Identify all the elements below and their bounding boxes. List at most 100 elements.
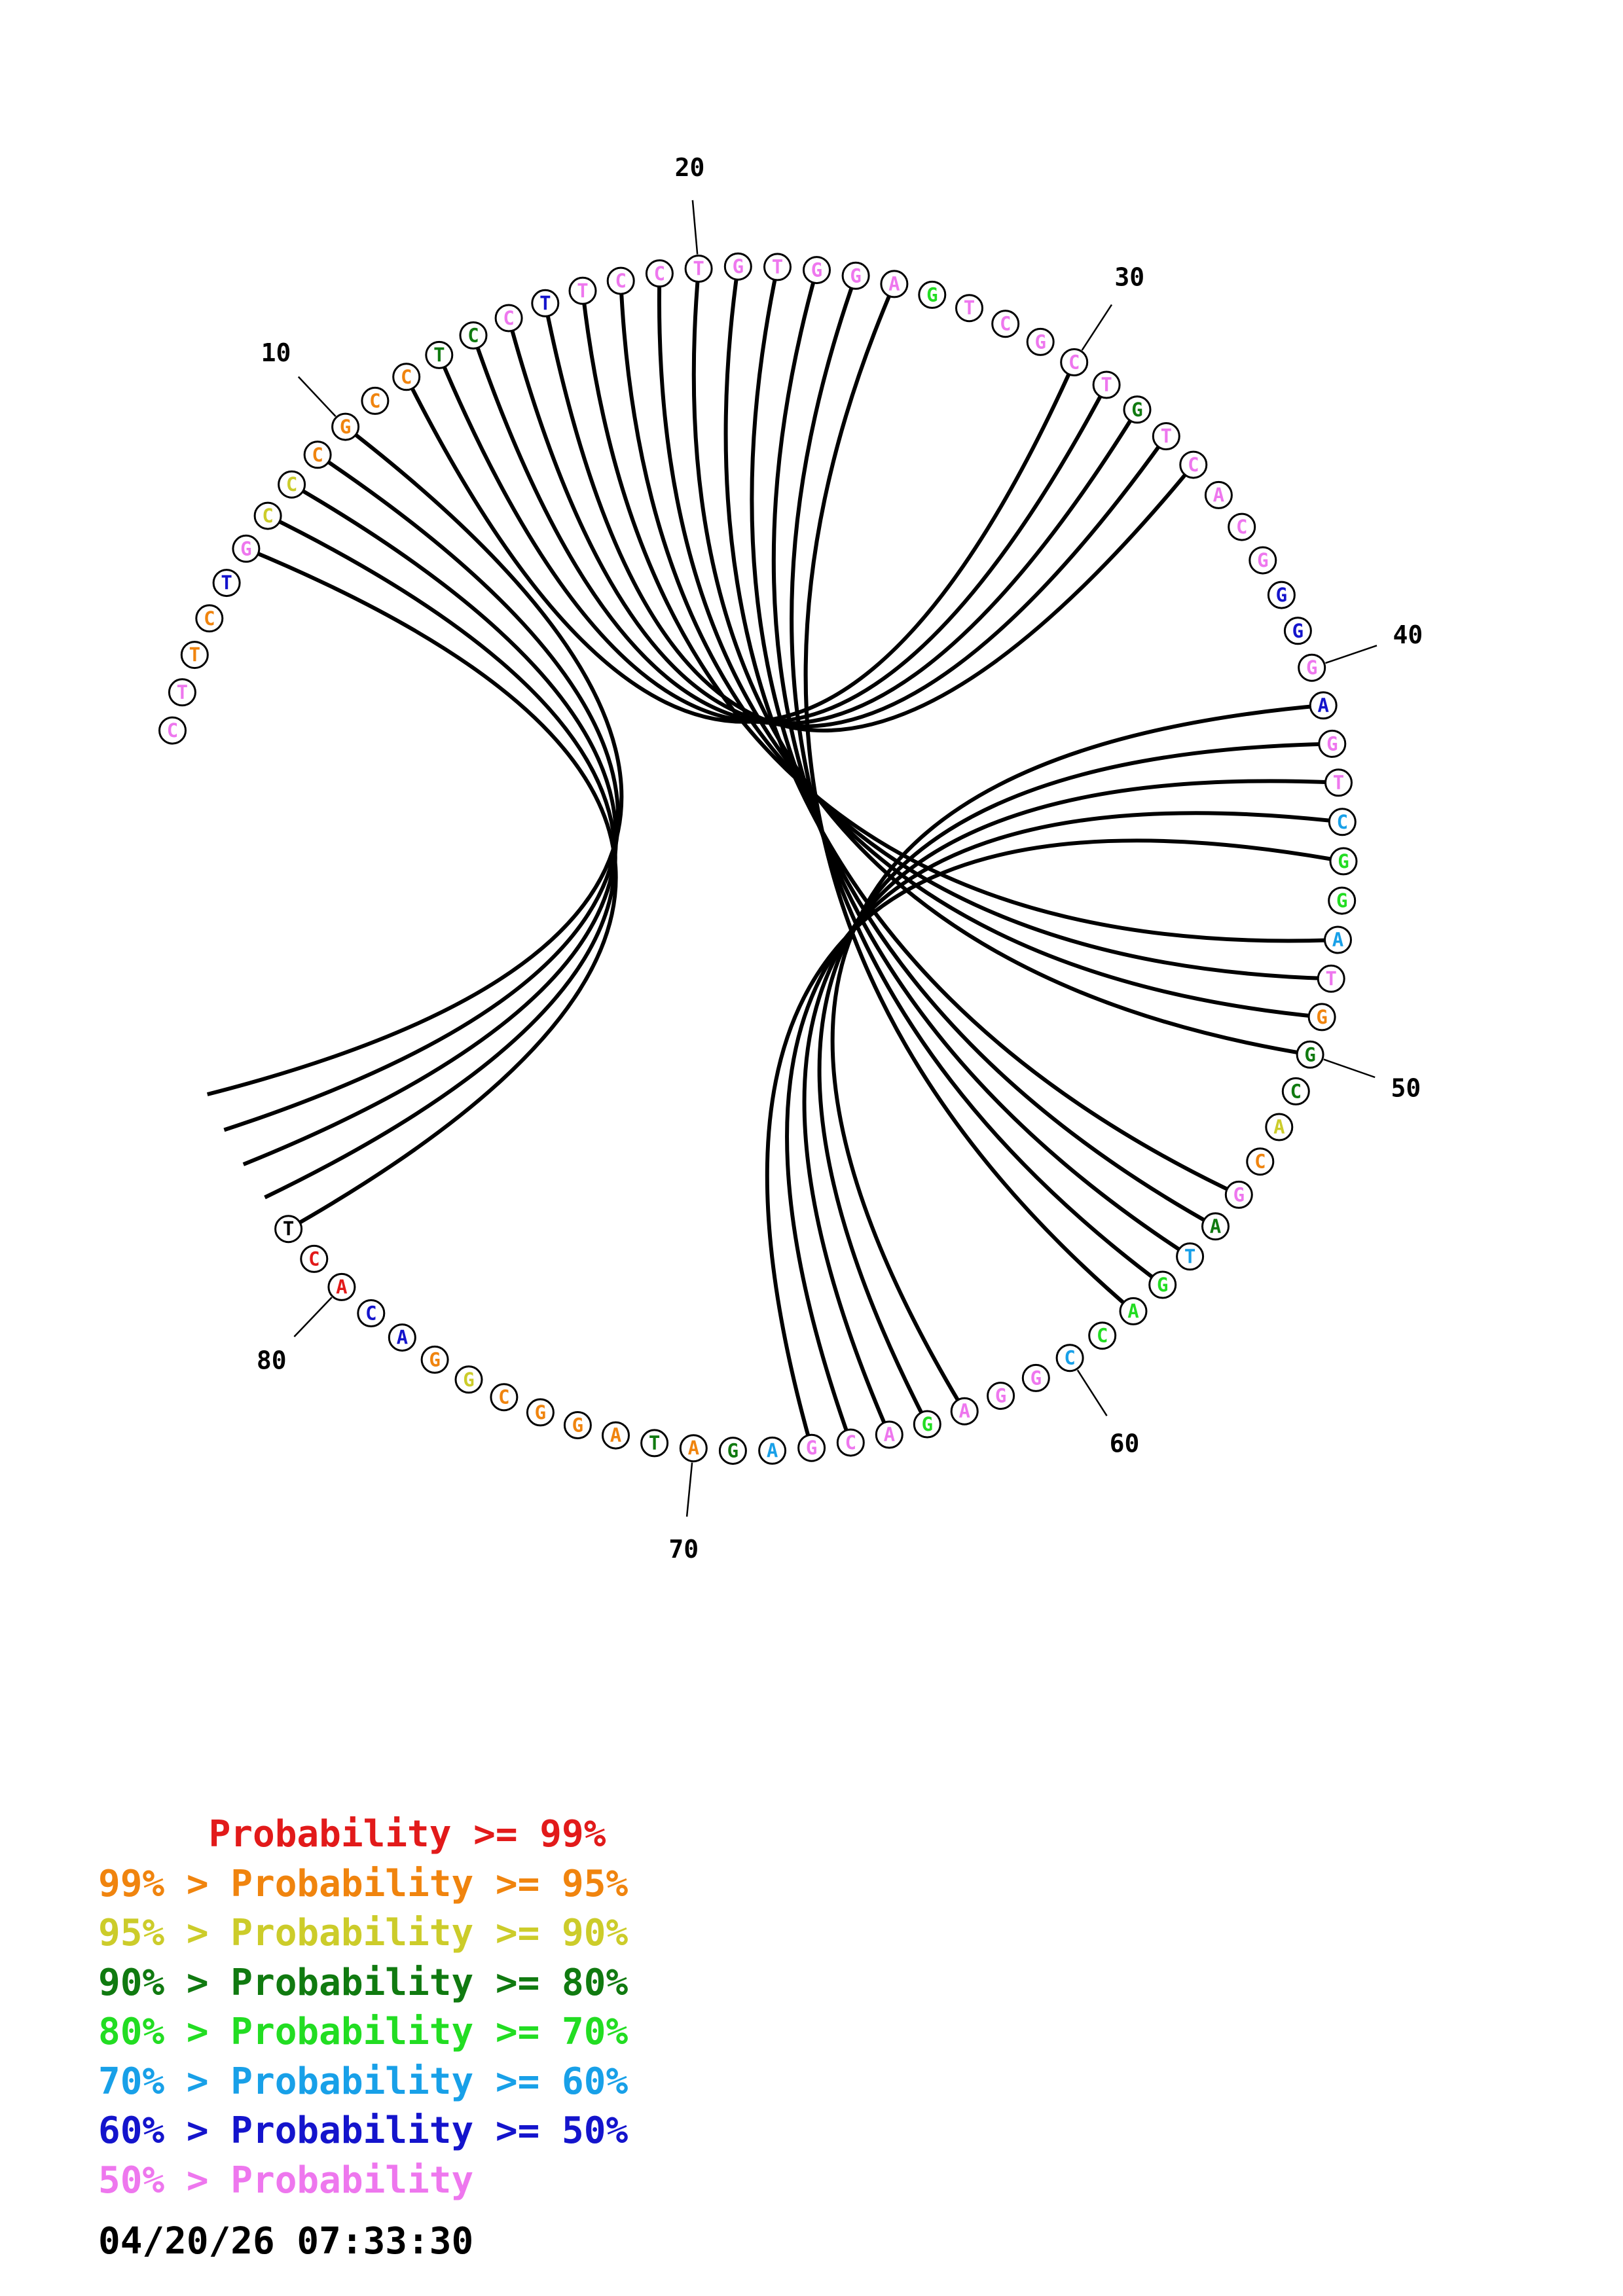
svg-text:A: A <box>884 1424 895 1446</box>
svg-text:C: C <box>262 505 273 527</box>
nucleotide-65: A <box>875 1420 903 1449</box>
timestamp: 04/20/26 07:33:30 <box>98 2220 474 2263</box>
nucleotide-27: T <box>955 294 983 323</box>
svg-text:C: C <box>1188 454 1199 476</box>
legend-line-3: 95% > Probability >= 90% <box>98 1912 629 1954</box>
nucleotide-50: G <box>1296 1040 1324 1069</box>
svg-text:G: G <box>1316 1006 1327 1028</box>
base-pair-arc-5 <box>206 425 624 1096</box>
nucleotide-42: G <box>1318 729 1347 758</box>
svg-text:C: C <box>498 1386 509 1408</box>
svg-text:C: C <box>1290 1080 1302 1102</box>
svg-text:G: G <box>1276 584 1287 606</box>
svg-text:G: G <box>922 1413 933 1435</box>
svg-text:C: C <box>615 270 626 292</box>
svg-text:G: G <box>1131 399 1142 421</box>
svg-text:G: G <box>535 1401 546 1424</box>
svg-text:G: G <box>1336 889 1347 912</box>
nucleotide-23: G <box>803 256 831 285</box>
nucleotide-81: C <box>300 1244 329 1273</box>
position-label-40: 40 <box>1393 620 1423 649</box>
svg-text:G: G <box>811 259 822 281</box>
svg-text:T: T <box>221 572 232 594</box>
nucleotide-68: A <box>758 1436 787 1465</box>
nucleotide-3: T <box>180 641 209 670</box>
nucleotide-29: G <box>1026 327 1055 356</box>
svg-text:C: C <box>365 1302 376 1325</box>
nucleotide-57: G <box>1148 1270 1177 1299</box>
nucleotide-11: C <box>361 386 390 415</box>
nucleotide-18: C <box>606 266 635 295</box>
svg-text:T: T <box>433 344 445 366</box>
legend-line-6: 70% > Probability >= 60% <box>98 2060 629 2103</box>
nucleotide-76: G <box>454 1365 483 1394</box>
nucleotide-66: C <box>836 1428 865 1457</box>
nucleotide-16: T <box>531 289 560 317</box>
nucleotide-36: C <box>1228 512 1256 541</box>
base-pair-arc-1 <box>245 547 618 1231</box>
nucleotide-14: C <box>459 321 488 350</box>
svg-text:C: C <box>467 325 479 347</box>
svg-text:C: C <box>286 473 297 495</box>
svg-text:C: C <box>845 1431 856 1454</box>
nucleotide-30: C <box>1060 348 1089 376</box>
svg-text:T: T <box>1184 1246 1195 1268</box>
nucleotide-44: C <box>1328 808 1357 836</box>
legend-line-4: 90% > Probability >= 80% <box>98 1961 629 2004</box>
position-label-60: 60 <box>1110 1429 1140 1458</box>
svg-text:C: C <box>1068 351 1080 374</box>
svg-text:G: G <box>806 1437 817 1459</box>
nucleotide-10: G <box>331 412 360 441</box>
svg-text:G: G <box>463 1369 474 1391</box>
nucleotide-25: A <box>880 270 909 298</box>
svg-text:G: G <box>340 416 351 438</box>
base-pair-arc-14 <box>803 283 1135 1313</box>
nucleotide-56: T <box>1176 1242 1205 1271</box>
svg-text:G: G <box>572 1414 583 1437</box>
svg-text:A: A <box>1332 929 1343 951</box>
base-pair-arc-9 <box>691 268 1311 1057</box>
svg-text:G: G <box>429 1348 440 1371</box>
svg-text:A: A <box>1127 1300 1139 1322</box>
base-pair-arcs <box>206 266 1344 1449</box>
nucleotide-34: C <box>1179 450 1208 479</box>
svg-text:T: T <box>772 256 783 278</box>
svg-text:C: C <box>369 389 380 412</box>
nucleotide-77: G <box>420 1345 449 1374</box>
base-pair-arc-13 <box>790 275 1164 1287</box>
position-label-20: 20 <box>675 153 705 182</box>
nucleotide-79: C <box>357 1299 386 1327</box>
position-label-80: 80 <box>257 1346 287 1375</box>
legend-line-2: 99% > Probability >= 95% <box>98 1862 629 1905</box>
position-tick-30 <box>1081 304 1113 351</box>
svg-text:C: C <box>308 1247 319 1270</box>
svg-text:T: T <box>1161 425 1172 448</box>
svg-text:G: G <box>1292 620 1304 642</box>
svg-text:A: A <box>767 1439 778 1462</box>
nucleotide-13: T <box>425 340 454 369</box>
nucleotide-55: A <box>1201 1212 1230 1241</box>
legend-line-7: 60% > Probability >= 50% <box>98 2109 629 2152</box>
nucleotide-82: T <box>274 1215 303 1244</box>
svg-text:C: C <box>1064 1347 1075 1369</box>
nucleotide-32: G <box>1123 395 1152 424</box>
nucleotide-78: A <box>388 1323 416 1352</box>
nucleotide-73: G <box>563 1411 592 1439</box>
nucleotide-15: C <box>494 304 523 332</box>
svg-text:T: T <box>1101 374 1112 396</box>
position-tick-60 <box>1076 1369 1108 1416</box>
svg-text:C: C <box>204 607 215 630</box>
nucleotide-22: T <box>763 253 792 281</box>
nucleotide-17: T <box>568 276 597 305</box>
svg-text:C: C <box>167 719 178 742</box>
position-label-30: 30 <box>1114 263 1144 292</box>
nucleotide-6: G <box>232 534 261 563</box>
svg-text:A: A <box>610 1424 621 1446</box>
nucleotide-51: C <box>1281 1077 1310 1105</box>
svg-text:G: G <box>733 255 744 278</box>
nucleotide-61: G <box>1021 1363 1050 1392</box>
svg-text:A: A <box>397 1327 408 1349</box>
nucleotide-31: T <box>1092 370 1121 399</box>
svg-text:T: T <box>1333 772 1344 794</box>
nucleotide-63: A <box>950 1397 979 1426</box>
